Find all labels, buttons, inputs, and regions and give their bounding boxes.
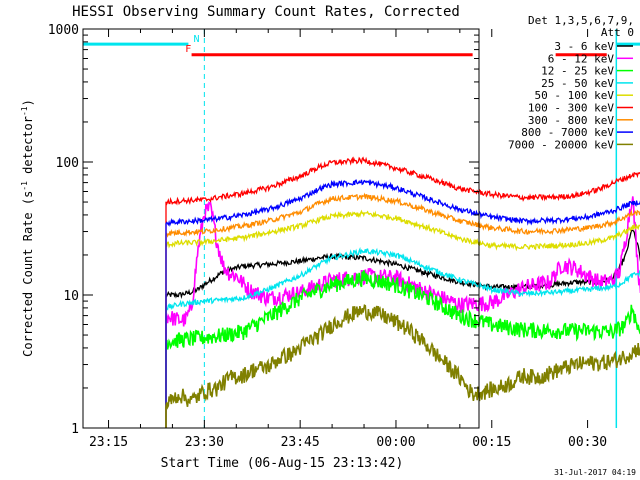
legend-entry-label: 800 - 7000 keV <box>521 126 614 139</box>
legend-entry-label: 100 - 300 keV <box>528 102 614 115</box>
axes: 23:1523:3023:4500:0000:1500:3000:4511010… <box>48 23 607 450</box>
x-axis-label: Start Time (06-Aug-15 23:13:42) <box>161 456 404 471</box>
flag-bars <box>83 42 640 57</box>
series-line-4 <box>165 209 640 428</box>
annotations: FN <box>185 34 199 55</box>
chart-title: HESSI Observing Summary Count Rates, Cor… <box>72 4 460 20</box>
series-line-6 <box>165 192 640 428</box>
x-tick-label: 00:30 <box>568 435 607 450</box>
flag-annotation-f: F <box>185 44 191 55</box>
y-axis-label-sup1: -1 <box>20 181 29 191</box>
plot-frame <box>82 28 480 429</box>
y-axis-label-sup2: -1 <box>20 106 29 116</box>
series-line-3 <box>165 247 640 428</box>
y-axis-label-mid: detector <box>21 116 35 181</box>
x-tick-label: 00:15 <box>472 435 511 450</box>
legend-entry-label: 50 - 100 keV <box>535 89 615 102</box>
series-group <box>165 156 640 428</box>
y-tick-label: 1000 <box>48 23 79 38</box>
legend-header-line2: Att 0 <box>601 26 634 39</box>
flag-annotation-n: N <box>193 34 199 45</box>
y-tick-label: 10 <box>63 289 79 304</box>
y-axis-label-end: ) <box>21 99 35 106</box>
series-line-5 <box>165 156 640 428</box>
x-tick-label: 23:45 <box>281 435 320 450</box>
y-tick-label: 1 <box>71 422 79 437</box>
legend-entry-label: 300 - 800 keV <box>528 114 614 127</box>
legend-entry-label: 12 - 25 keV <box>541 65 614 78</box>
x-tick-label: 00:00 <box>376 435 415 450</box>
series-line-8 <box>165 304 640 428</box>
legend-entry-label: 25 - 50 keV <box>541 77 614 90</box>
series-line-7 <box>165 179 640 428</box>
y-axis-label: Corrected Count Rate (s-1 detector-1) <box>20 99 35 357</box>
legend-entry-label: 3 - 6 keV <box>554 40 614 53</box>
footer-timestamp: 31-Jul-2017 04:19 <box>554 468 636 477</box>
legend-header-line1: Det 1,3,5,6,7,9, <box>528 14 634 27</box>
legend-entry-label: 7000 - 20000 keV <box>508 138 614 151</box>
legend-entry-label: 6 - 12 keV <box>548 52 615 65</box>
y-tick-label: 100 <box>56 156 79 171</box>
x-tick-label: 23:15 <box>89 435 128 450</box>
y-axis-label-main: Corrected Count Rate (s <box>21 191 35 357</box>
series-line-0 <box>165 229 640 428</box>
series-line-2 <box>165 270 640 428</box>
x-tick-label: 23:30 <box>185 435 224 450</box>
